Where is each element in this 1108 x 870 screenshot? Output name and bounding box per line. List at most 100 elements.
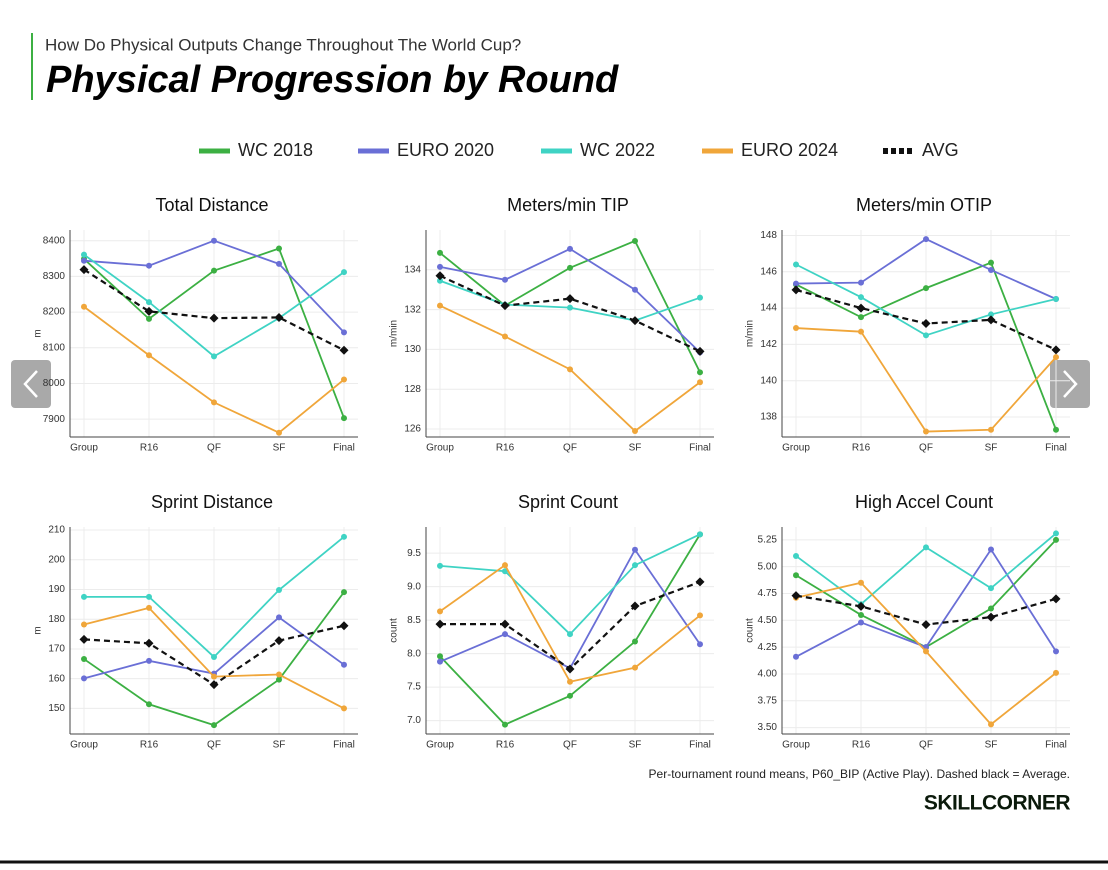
y-axis-label: count bbox=[745, 618, 756, 643]
avg-marker bbox=[274, 312, 284, 322]
prev-button-bg[interactable] bbox=[11, 360, 51, 408]
point bbox=[81, 621, 87, 628]
next-button-bg[interactable] bbox=[1050, 360, 1090, 408]
point bbox=[146, 299, 152, 306]
point bbox=[81, 257, 87, 264]
point bbox=[276, 614, 282, 621]
avg-marker bbox=[565, 664, 575, 674]
point bbox=[1053, 354, 1059, 361]
point bbox=[341, 589, 347, 596]
point bbox=[988, 546, 994, 553]
point bbox=[502, 721, 508, 728]
avg-marker bbox=[791, 591, 801, 601]
legend-label: EURO 2024 bbox=[741, 140, 838, 160]
point bbox=[502, 276, 508, 283]
avg-marker bbox=[986, 612, 996, 622]
y-tick-label: 138 bbox=[760, 412, 777, 423]
point bbox=[988, 266, 994, 273]
brand: SKILLCORNER bbox=[924, 792, 1071, 815]
y-tick-label: 170 bbox=[48, 644, 65, 655]
x-tick-label: Final bbox=[1045, 443, 1067, 454]
point bbox=[793, 280, 799, 287]
x-tick-label: SF bbox=[629, 443, 642, 454]
avg-marker bbox=[921, 620, 931, 630]
y-tick-label: 160 bbox=[48, 673, 65, 684]
point bbox=[341, 329, 347, 336]
point bbox=[211, 267, 217, 274]
x-tick-label: QF bbox=[563, 740, 577, 751]
point bbox=[858, 294, 864, 301]
x-tick-label: R16 bbox=[140, 443, 159, 454]
point bbox=[276, 676, 282, 683]
point bbox=[988, 585, 994, 592]
x-tick-label: Group bbox=[426, 443, 454, 454]
y-tick-label: 148 bbox=[760, 230, 777, 241]
y-tick-label: 190 bbox=[48, 584, 65, 595]
point bbox=[567, 245, 573, 252]
y-tick-label: 7900 bbox=[43, 414, 66, 425]
avg-marker bbox=[565, 294, 575, 304]
point bbox=[988, 259, 994, 266]
point bbox=[923, 544, 929, 551]
y-tick-label: 132 bbox=[404, 304, 421, 315]
point bbox=[923, 236, 929, 243]
point bbox=[276, 429, 282, 436]
y-tick-label: 8.5 bbox=[407, 615, 421, 626]
point bbox=[697, 294, 703, 301]
x-tick-label: R16 bbox=[496, 740, 515, 751]
point bbox=[923, 648, 929, 655]
y-tick-label: 128 bbox=[404, 384, 421, 395]
x-tick-label: QF bbox=[207, 443, 221, 454]
point bbox=[437, 302, 443, 309]
point bbox=[341, 661, 347, 668]
avg-marker bbox=[630, 316, 640, 326]
point bbox=[211, 673, 217, 680]
point bbox=[276, 245, 282, 252]
y-tick-label: 5.25 bbox=[758, 535, 778, 546]
point bbox=[146, 262, 152, 269]
y-tick-label: 130 bbox=[404, 344, 421, 355]
next-chevron[interactable] bbox=[1063, 370, 1078, 398]
chart-title: Total Distance bbox=[155, 195, 268, 215]
x-tick-label: Final bbox=[689, 443, 711, 454]
y-tick-label: 3.50 bbox=[758, 722, 778, 733]
x-tick-label: R16 bbox=[140, 740, 159, 751]
next-button[interactable] bbox=[1050, 360, 1090, 408]
point bbox=[146, 604, 152, 611]
point bbox=[988, 426, 994, 433]
y-tick-label: 3.75 bbox=[758, 695, 778, 706]
y-axis-label: m/min bbox=[745, 320, 756, 347]
point bbox=[146, 352, 152, 359]
y-tick-label: 210 bbox=[48, 525, 65, 536]
y-tick-label: 144 bbox=[760, 303, 777, 314]
point bbox=[858, 328, 864, 335]
point bbox=[793, 325, 799, 332]
chart-title: Sprint Count bbox=[518, 492, 618, 512]
point bbox=[793, 552, 799, 559]
y-tick-label: 200 bbox=[48, 554, 65, 565]
point bbox=[81, 303, 87, 310]
y-tick-label: 4.75 bbox=[758, 588, 778, 599]
point bbox=[341, 533, 347, 540]
avg-marker bbox=[274, 636, 284, 646]
y-tick-label: 8100 bbox=[43, 342, 66, 353]
x-tick-label: QF bbox=[207, 740, 221, 751]
x-tick-label: SF bbox=[273, 740, 286, 751]
point bbox=[437, 608, 443, 615]
point bbox=[211, 399, 217, 406]
avg-marker bbox=[209, 680, 219, 690]
avg-marker bbox=[1051, 594, 1061, 604]
point bbox=[988, 605, 994, 612]
avg-marker bbox=[791, 285, 801, 295]
avg-marker bbox=[79, 634, 89, 644]
avg-marker bbox=[500, 619, 510, 629]
title: Physical Progression by Round bbox=[46, 59, 619, 101]
prev-button[interactable] bbox=[11, 360, 51, 408]
point bbox=[502, 333, 508, 340]
prev-chevron[interactable] bbox=[23, 370, 38, 398]
point bbox=[858, 314, 864, 321]
avg-marker bbox=[695, 577, 705, 587]
avg-marker bbox=[339, 345, 349, 355]
point bbox=[502, 631, 508, 638]
